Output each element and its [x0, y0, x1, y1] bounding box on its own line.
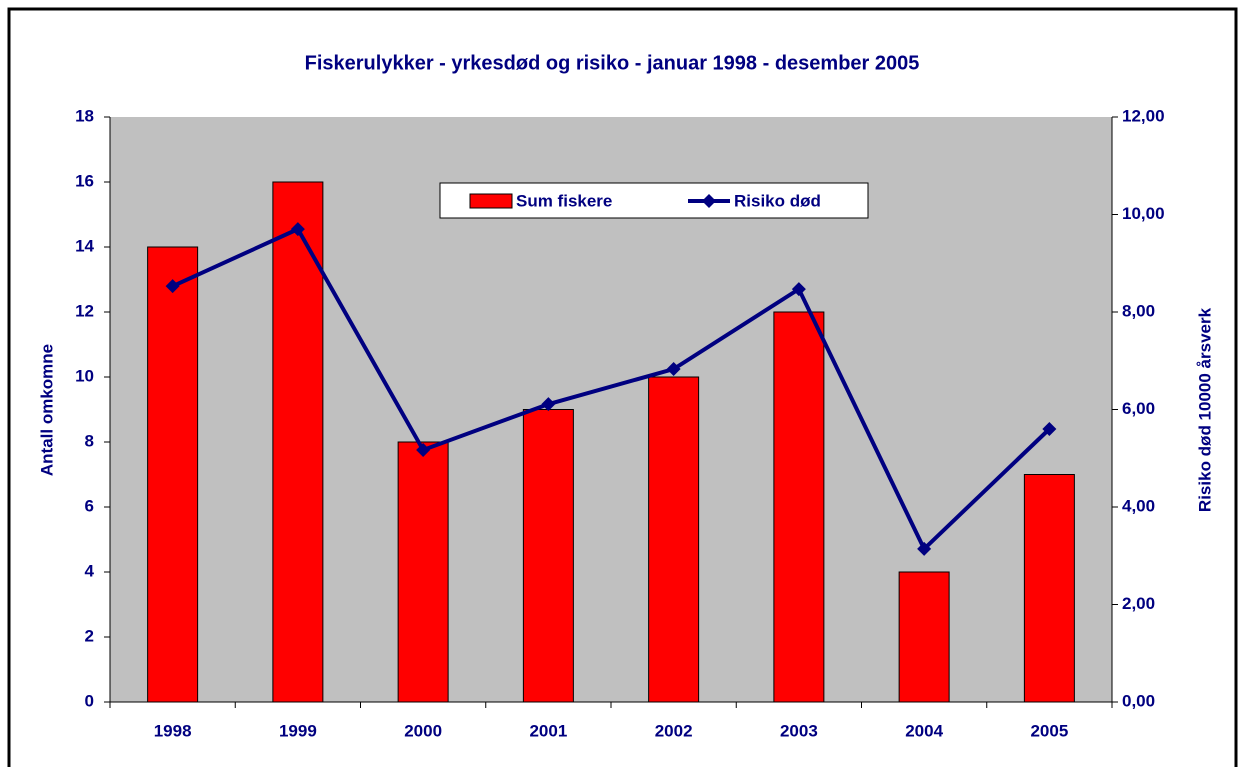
- legend-swatch: [469, 193, 513, 209]
- line-marker: [290, 222, 305, 237]
- y-tick-label: 4: [85, 561, 95, 580]
- y-tick-label: 10: [75, 366, 94, 385]
- bar: [147, 246, 199, 703]
- bar: [648, 376, 700, 703]
- line-marker: [1042, 422, 1057, 436]
- y-tick-label: 14: [75, 236, 94, 255]
- legend-marker: [702, 194, 716, 208]
- line: [171, 226, 1051, 553]
- bar: [397, 441, 449, 703]
- y-tick-label: 18: [75, 106, 94, 125]
- line-marker: [666, 362, 681, 377]
- bar: [522, 409, 574, 703]
- y-tick-label: 2: [85, 626, 94, 645]
- x-tick-label: 1998: [154, 721, 192, 740]
- y-tick-label: 16: [75, 171, 94, 190]
- y2-tick-label: 4,00: [1122, 496, 1155, 515]
- y-tick-label: 12: [75, 301, 94, 320]
- y2-tick-label: 10,00: [1122, 204, 1165, 223]
- line-marker: [917, 541, 932, 556]
- x-tick-label: 2003: [780, 721, 818, 740]
- line-marker: [165, 279, 180, 294]
- x-tick-label: 2001: [529, 721, 567, 740]
- y2-tick-label: 12,00: [1122, 106, 1165, 125]
- x-tick-label: 1999: [279, 721, 317, 740]
- legend-label: Risiko død: [734, 191, 821, 210]
- x-tick-label: 2005: [1030, 721, 1068, 740]
- y-tick-label: 6: [85, 496, 94, 515]
- x-tick-label: 2004: [905, 721, 943, 740]
- bar: [773, 311, 825, 703]
- line-marker: [541, 397, 556, 412]
- y2-axis-label: Risiko død 10000 årsverk: [1195, 307, 1214, 512]
- legend-label: Sum fiskere: [516, 191, 612, 210]
- line-marker: [416, 442, 431, 457]
- x-tick-label: 2000: [404, 721, 442, 740]
- bar: [272, 181, 324, 703]
- bar: [1023, 474, 1075, 703]
- bar: [898, 571, 950, 703]
- x-tick-label: 2002: [655, 721, 693, 740]
- y-axis-label: Antall omkomne: [37, 344, 56, 476]
- y-tick-label: 8: [85, 431, 94, 450]
- y2-tick-label: 6,00: [1122, 399, 1155, 418]
- chart-title: Fiskerulykker - yrkesdød og risiko - jan…: [305, 52, 920, 74]
- y-tick-label: 0: [85, 691, 94, 710]
- line-marker: [791, 282, 806, 297]
- y2-tick-label: 0,00: [1122, 691, 1155, 710]
- y2-tick-label: 8,00: [1122, 301, 1155, 320]
- y2-tick-label: 2,00: [1122, 594, 1155, 613]
